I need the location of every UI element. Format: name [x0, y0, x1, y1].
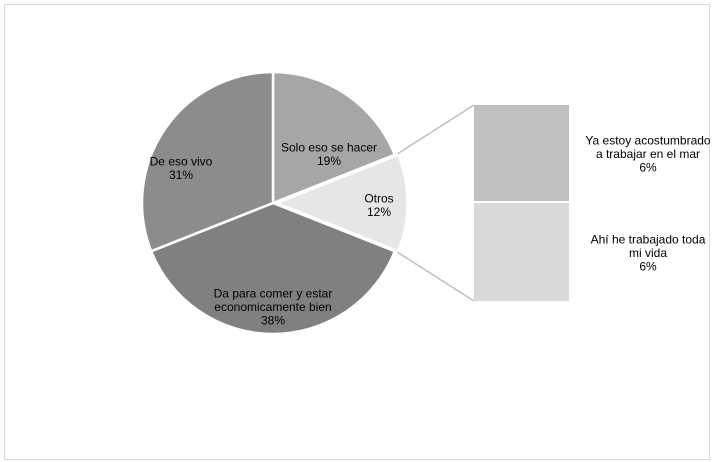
pie-slice-1	[273, 153, 409, 253]
pie-slice-0	[271, 70, 397, 205]
pie-slices	[140, 70, 409, 336]
connector-line-top	[397, 104, 475, 155]
secondary-bar	[474, 105, 569, 301]
bar-segment-1	[474, 203, 569, 301]
pie-slice-3	[140, 70, 275, 253]
secondary-bar-labels: Ya estoy acostumbrado a trabajar en el ma…	[585, 134, 711, 274]
pie-slice-label-2: Da para comer y estar economicamente bien…	[214, 287, 333, 328]
connector-lines	[397, 104, 475, 302]
pie-slice-2	[149, 201, 397, 336]
bar-segment-0	[474, 105, 569, 201]
bar-segment-label-1: Ahí he trabajado toda mi vida 6%	[591, 233, 706, 274]
connector-line-bottom	[397, 251, 475, 302]
pie-slice-label-3: De eso vivo 31%	[150, 154, 213, 182]
bar-segment-label-0: Ya estoy acostumbrado a trabajar en el ma…	[585, 134, 711, 175]
pie-labels: Solo eso se hacer 19% Otros 12% Da para come…	[150, 140, 394, 327]
pie-slice-label-0: Solo eso se hacer 19%	[281, 140, 377, 168]
pie-slice-label-1: Otros 12%	[364, 191, 393, 219]
